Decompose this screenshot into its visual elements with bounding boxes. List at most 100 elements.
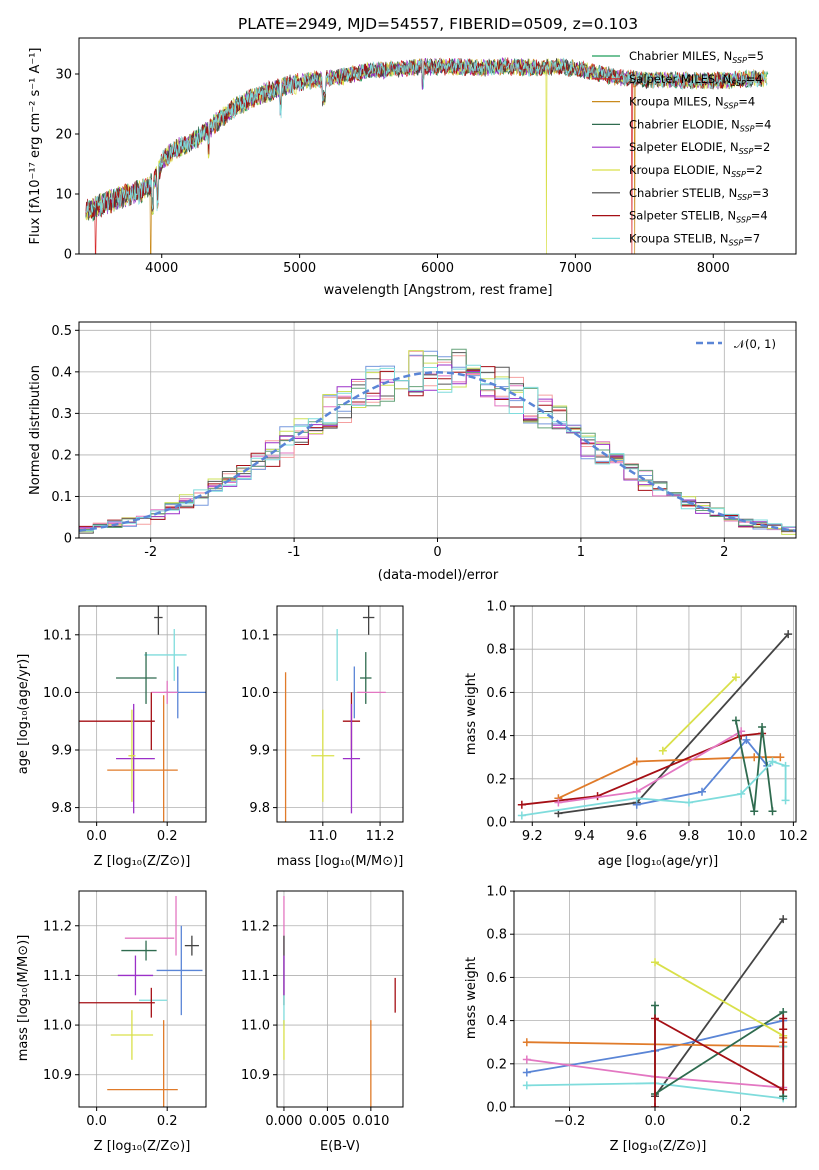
mwZ-point-marker [522,1068,531,1077]
mZ-errorbar-point [184,935,199,956]
ageZ-errorbar-point [116,703,155,814]
resid-ytick-label: 0.2 [51,448,72,463]
mwAge-point-marker [737,789,746,798]
ageZ-ytick-label: 9.8 [51,801,72,816]
ageZ-errorbar-point [144,629,187,681]
spectrum-series-line [85,57,768,254]
massweight-vs-metallicity-xlabel: Z [log₁₀(Z/Z⊙)] [610,1139,707,1154]
resid-ytick-label: 0 [64,532,72,547]
mZ-frame [78,890,207,1108]
spectrum-panel: PLATE=2949, MJD=54557, FIBERID=0509, z=0… [28,15,797,298]
ageM-ytick-label: 10.0 [241,686,270,701]
mwAge-point-marker [731,673,740,682]
mE-xtick-label: 0.000 [265,1114,302,1129]
mwAge-point-marker [784,630,793,639]
spec-xtick-label: 6000 [421,261,454,276]
mwZ-ytick-label: 0.8 [486,928,507,943]
mwAge-point-marker [517,811,526,820]
mE-ytick-label: 11.1 [241,969,270,984]
mwZ-point-marker [522,1055,531,1064]
mwZ-xtick-label: 0.2 [730,1114,751,1129]
resid-ytick-label: 0.3 [51,407,72,422]
ageZ-marks [79,606,206,822]
mwZ-point-marker [651,1103,659,1107]
mwAge-frame [513,605,797,823]
ageZ-errorbar-point [151,680,178,704]
spectrum-legend-label: Kroupa ELODIE, NSSP=2 [629,163,763,179]
mE-marks [283,895,396,1107]
massweight-vs-age-xlabel: age [log₁₀(age/yr)] [598,854,719,869]
ageZ-ytick-label: 9.9 [51,744,72,759]
mwZ-point-marker [651,1014,659,1023]
resid-marks [79,348,796,538]
resid-ytick-label: 0.5 [51,324,72,339]
mwAge-point-marker [750,753,759,762]
mass-vs-metallicity-plot: 0.0 0.2 10.9 11.0 11.1 11.2 [43,890,207,1129]
mwAge-ytick-label: 0.4 [486,729,507,744]
ageZ-xtick-label: 0.2 [157,829,178,844]
spec-ytick-label: 10 [55,188,72,203]
mwAge-ytick-label: 0.2 [486,772,507,787]
mwAge-xtick-label: 9.6 [626,829,647,844]
mwAge-series-line [636,738,769,806]
spectrum-legend-label: Salpeter ELODIE, NSSP=2 [629,140,770,156]
mZ-errorbar-point [156,925,203,1016]
mwZ-marks [522,915,788,1107]
spec-xtick-label: 8000 [697,261,730,276]
resid-ytick-label: 0.1 [51,490,72,505]
mwAge-point-marker [684,798,693,807]
resid-xtick-label: -1 [288,545,301,560]
mwAge-series [517,757,790,820]
resid-ytick-label: 0.4 [51,365,72,380]
mass-vs-ebv-plot: 0.000 0.005 0.010 10.9 11.0 11.1 11.2 [241,890,404,1129]
spectrum-title: PLATE=2949, MJD=54557, FIBERID=0509, z=0… [238,15,638,33]
spectrum-ylabel: Flux [fλ10⁻¹⁷ erg cm⁻² s⁻¹ A⁻¹] [28,48,43,245]
mZ-errorbar-point [107,1020,178,1107]
spec-xtick-label: 5000 [283,261,316,276]
massweight-vs-age-ylabel: mass weight [464,673,479,755]
mass-vs-ebv-xlabel: E(B-V) [320,1139,360,1154]
ageM-xtick-label: 11.0 [308,829,337,844]
resid-xtick-label: 0 [433,545,441,560]
mwZ-ytick-label: 0.4 [486,1014,507,1029]
residual-plot: -2 -1 0 1 2 0 0.1 0.2 0.3 0.4 0.5 [51,321,797,560]
mwAge-point-marker [742,735,751,744]
mass-vs-metallicity-panel: 0.0 0.2 10.9 11.0 11.1 11.2 Z [log₁₀(Z/Z⊙)] m… [16,890,207,1154]
age-vs-mass-panel: 11.0 11.2 9.8 9.9 10.0 10.1 mass [log₁₀(M/M⊙)… [241,605,404,869]
mwAge-point-marker [776,753,785,762]
residual-xlabel: (data-model)/error [378,568,499,583]
age-vs-mass-plot: 11.0 11.2 9.8 9.9 10.0 10.1 [241,605,404,844]
mwAge-point-marker [632,794,641,803]
mwZ-point-marker [779,915,788,924]
mwAge-xtick-label: 9.4 [574,829,595,844]
spec-ytick-label: 0 [64,248,72,263]
ageM-frame [276,605,404,823]
mwAge-xtick-label: 10.0 [727,829,756,844]
ageM-ytick-label: 9.8 [249,801,270,816]
mZ-ytick-label: 11.1 [43,969,72,984]
spectrum-legend-label: Chabrier MILES, NSSP=5 [629,49,764,65]
mZ-ytick-label: 10.9 [43,1068,72,1083]
ageM-errorbar-point [342,703,361,814]
mwAge-point-marker [554,798,563,807]
ageZ-errorbar-point [154,606,163,635]
ageZ-errorbar-point [107,695,178,822]
mwZ-frame [513,890,797,1108]
mass-vs-ebv-panel: 0.000 0.005 0.010 10.9 11.0 11.1 11.2 E(B-V) [241,890,404,1154]
spectrum-series-line [85,58,768,254]
massweight-vs-age-plot: 9.2 9.4 9.6 9.8 10.0 10.2 0.0 0.2 0.4 0.6 0.8 1.0 [486,600,808,845]
mE-xtick-label: 0.010 [352,1114,389,1129]
resid-xtick-label: -2 [144,545,157,560]
mwAge-ytick-label: 0.0 [486,816,507,831]
spectrum-legend-label: Kroupa STELIB, NSSP=7 [629,231,760,247]
mwAge-series [554,727,746,807]
age-vs-metallicity-plot: 0.0 0.2 9.8 9.9 10.0 10.1 [43,605,207,844]
spectrum-legend: Chabrier MILES, NSSP=5 Salpeter MILES, NS… [592,49,771,247]
ageM-ytick-label: 9.9 [249,744,270,759]
age-vs-metallicity-ylabel: age [log₁₀(age/yr)] [16,654,31,775]
age-vs-mass-xlabel: mass [log₁₀(M/M⊙)] [277,854,404,869]
mass-vs-metallicity-xlabel: Z [log₁₀(Z/Z⊙)] [94,1139,191,1154]
gaussian-curve [79,371,796,532]
spectrum-legend-label: Chabrier ELODIE, NSSP=4 [629,117,771,133]
